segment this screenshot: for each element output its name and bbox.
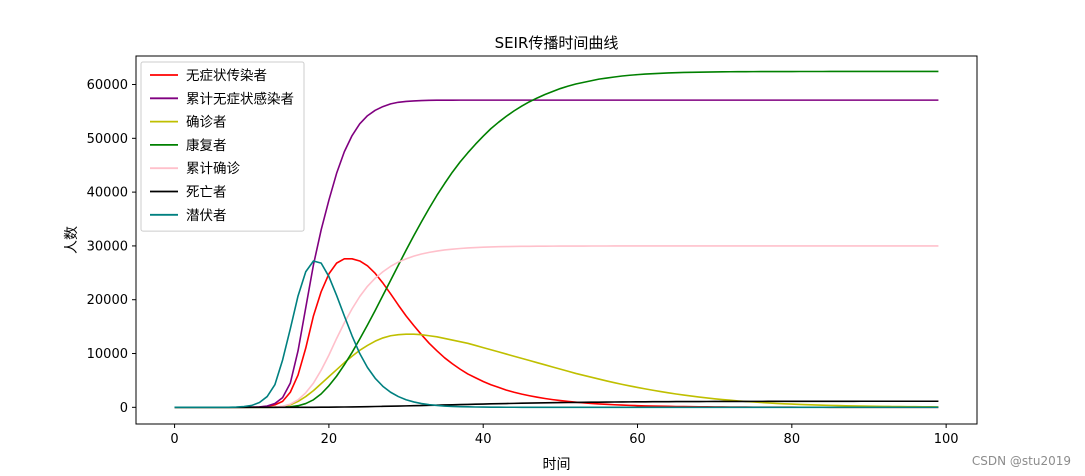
x-tick-label: 80 xyxy=(784,432,801,447)
legend-label: 累计确诊 xyxy=(186,161,240,177)
series-line xyxy=(174,70,939,409)
legend-label: 潜伏者 xyxy=(186,208,227,224)
x-tick-label: 0 xyxy=(170,432,178,447)
legend-label: 康复者 xyxy=(186,137,227,154)
series-line xyxy=(174,260,939,409)
series-line xyxy=(174,99,939,409)
legend-box xyxy=(140,61,305,232)
legend-label: 无症状传染者 xyxy=(186,68,267,84)
legend-label: 死亡者 xyxy=(186,185,227,201)
x-tick-label: 40 xyxy=(475,432,492,447)
y-axis-label: 人数 xyxy=(64,226,80,254)
x-tick-label: 100 xyxy=(934,432,959,447)
x-axis-label: 时间 xyxy=(543,457,571,473)
y-axis-ticks: 0 10000 20000 30000 40000 50000 60000 xyxy=(87,78,136,416)
plot-area-frame xyxy=(135,55,978,425)
y-tick-label: 40000 xyxy=(87,186,128,201)
series-line xyxy=(174,333,939,409)
x-axis-ticks: 0 20 40 60 80 100 xyxy=(170,424,959,447)
y-tick-label: 50000 xyxy=(87,132,128,147)
series-line xyxy=(174,245,939,409)
y-tick-label: 60000 xyxy=(87,78,128,93)
legend-label: 累计无症状感染者 xyxy=(186,90,294,107)
legend-label: 确诊者 xyxy=(186,115,227,131)
y-tick-label: 30000 xyxy=(87,239,128,254)
x-tick-label: 60 xyxy=(629,432,646,447)
y-tick-label: 20000 xyxy=(87,293,128,308)
series-layer xyxy=(174,70,939,409)
chart-title: SEIR传播时间曲线 xyxy=(495,34,619,52)
watermark: CSDN @stu2019 xyxy=(971,454,1071,468)
x-tick-label: 20 xyxy=(321,432,338,447)
y-tick-label: 10000 xyxy=(87,347,128,362)
series-line xyxy=(174,400,939,409)
y-tick-label: 0 xyxy=(120,401,128,416)
